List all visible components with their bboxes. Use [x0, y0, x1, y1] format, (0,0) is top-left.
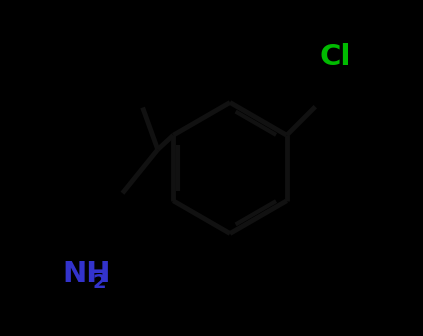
- Text: 2: 2: [93, 273, 107, 292]
- Text: Cl: Cl: [319, 43, 351, 71]
- Text: NH: NH: [62, 260, 110, 288]
